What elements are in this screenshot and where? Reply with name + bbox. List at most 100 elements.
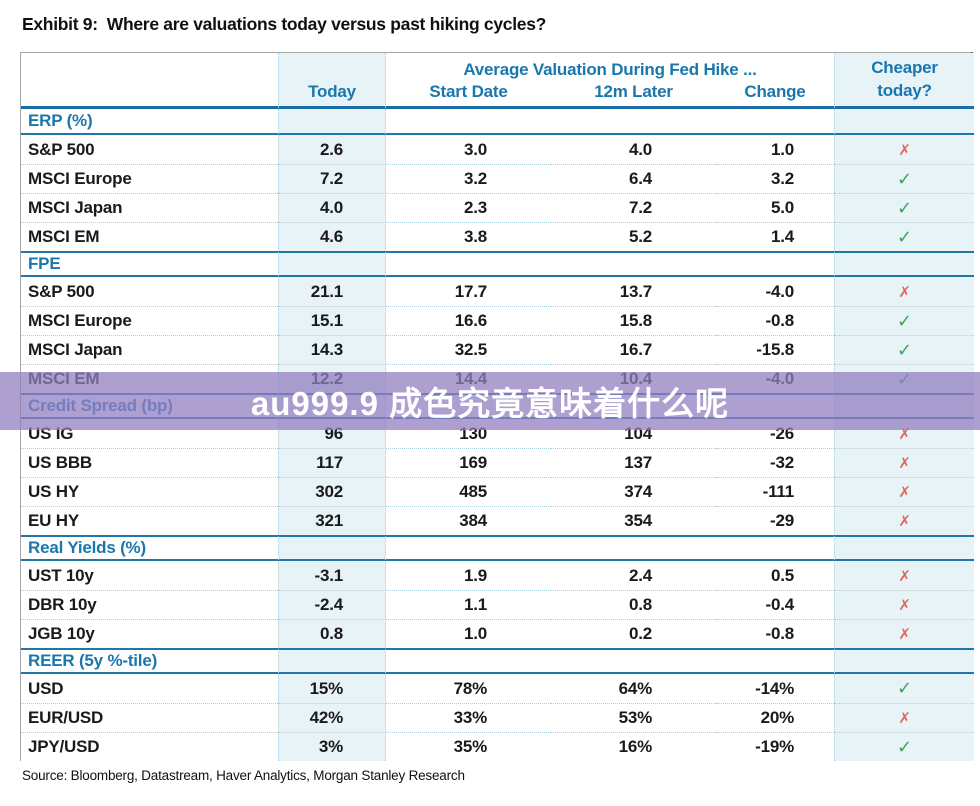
row-label: MSCI Japan	[21, 335, 278, 364]
cheaper-cell: ✓	[834, 164, 974, 193]
row-label: US HY	[21, 477, 278, 506]
section-mid-cell	[386, 535, 834, 561]
header-cheaper-today: Cheaper today?	[834, 53, 974, 109]
cross-icon: ✗	[898, 513, 911, 530]
row-label: JGB 10y	[21, 619, 278, 648]
cheaper-cell: ✓	[834, 674, 974, 703]
change-value: 3.2	[716, 164, 834, 193]
start-date-value: 3.0	[386, 135, 551, 164]
change-value: 5.0	[716, 193, 834, 222]
row-label: UST 10y	[21, 561, 278, 590]
today-value: 117	[278, 448, 386, 477]
section-mid-cell	[386, 109, 834, 135]
cheaper-cell: ✗	[834, 277, 974, 306]
change-value: -0.8	[716, 619, 834, 648]
cheaper-cell: ✓	[834, 335, 974, 364]
start-date-value: 17.7	[386, 277, 551, 306]
change-value: -0.8	[716, 306, 834, 335]
section-mid-cell	[386, 648, 834, 674]
cross-icon: ✗	[898, 484, 911, 501]
row-label: US BBB	[21, 448, 278, 477]
today-value: 7.2	[278, 164, 386, 193]
start-date-value: 78%	[386, 674, 551, 703]
start-date-value: 32.5	[386, 335, 551, 364]
later-12m-value: 7.2	[551, 193, 716, 222]
change-value: -111	[716, 477, 834, 506]
start-date-value: 169	[386, 448, 551, 477]
change-value: -29	[716, 506, 834, 535]
cross-icon: ✗	[898, 597, 911, 614]
change-value: 20%	[716, 703, 834, 732]
section-cheaper-cell	[834, 251, 974, 277]
header-12m-later: 12m Later	[594, 82, 673, 101]
start-date-value: 35%	[386, 732, 551, 761]
start-date-value: 2.3	[386, 193, 551, 222]
start-date-value: 16.6	[386, 306, 551, 335]
later-12m-value: 4.0	[551, 135, 716, 164]
today-value: 42%	[278, 703, 386, 732]
change-value: -19%	[716, 732, 834, 761]
section-today-cell	[278, 109, 386, 135]
section-today-cell	[278, 535, 386, 561]
section-cheaper-cell	[834, 535, 974, 561]
row-label: EU HY	[21, 506, 278, 535]
cheaper-cell: ✓	[834, 193, 974, 222]
change-value: -0.4	[716, 590, 834, 619]
later-12m-value: 16.7	[551, 335, 716, 364]
later-12m-value: 5.2	[551, 222, 716, 251]
check-icon: ✓	[897, 226, 912, 247]
later-12m-value: 13.7	[551, 277, 716, 306]
start-date-value: 1.0	[386, 619, 551, 648]
header-group: Average Valuation During Fed Hike ... St…	[386, 53, 834, 109]
later-12m-value: 64%	[551, 674, 716, 703]
watermark-banner: au999.9 成色究竟意味着什么呢	[0, 372, 980, 430]
today-value: 2.6	[278, 135, 386, 164]
later-12m-value: 2.4	[551, 561, 716, 590]
row-label: MSCI EM	[21, 222, 278, 251]
check-icon: ✓	[897, 197, 912, 218]
exhibit-question: Where are valuations today versus past h…	[106, 14, 547, 34]
section-label: FPE	[21, 251, 278, 277]
cross-icon: ✗	[898, 141, 911, 159]
cross-icon: ✗	[898, 710, 911, 727]
start-date-value: 1.9	[386, 561, 551, 590]
cheaper-cell: ✗	[834, 703, 974, 732]
today-value: -2.4	[278, 590, 386, 619]
later-12m-value: 374	[551, 477, 716, 506]
start-date-value: 33%	[386, 703, 551, 732]
change-value: -14%	[716, 674, 834, 703]
watermark-text: au999.9 成色究竟意味着什么呢	[250, 385, 730, 422]
today-value: 321	[278, 506, 386, 535]
row-label: S&P 500	[21, 277, 278, 306]
later-12m-value: 16%	[551, 732, 716, 761]
row-label: EUR/USD	[21, 703, 278, 732]
cheaper-cell: ✗	[834, 561, 974, 590]
change-value: -4.0	[716, 277, 834, 306]
header-change: Change	[744, 82, 806, 101]
change-value: -32	[716, 448, 834, 477]
section-mid-cell	[386, 251, 834, 277]
cross-icon: ✗	[898, 567, 911, 585]
change-value: 1.4	[716, 222, 834, 251]
exhibit-label: Exhibit 9:	[22, 14, 98, 34]
cheaper-cell: ✓	[834, 306, 974, 335]
cheaper-cell: ✗	[834, 590, 974, 619]
cheaper-cell: ✗	[834, 506, 974, 535]
cheaper-cell: ✗	[834, 619, 974, 648]
section-cheaper-cell	[834, 109, 974, 135]
change-value: 1.0	[716, 135, 834, 164]
later-12m-value: 15.8	[551, 306, 716, 335]
today-value: 15%	[278, 674, 386, 703]
row-label: DBR 10y	[21, 590, 278, 619]
later-12m-value: 0.8	[551, 590, 716, 619]
cheaper-cell: ✓	[834, 732, 974, 761]
section-today-cell	[278, 648, 386, 674]
start-date-value: 384	[386, 506, 551, 535]
cheaper-cell: ✗	[834, 448, 974, 477]
check-icon: ✓	[897, 310, 912, 331]
row-label: MSCI Japan	[21, 193, 278, 222]
start-date-value: 485	[386, 477, 551, 506]
cheaper-cell: ✗	[834, 135, 974, 164]
section-label: Real Yields (%)	[21, 535, 278, 561]
